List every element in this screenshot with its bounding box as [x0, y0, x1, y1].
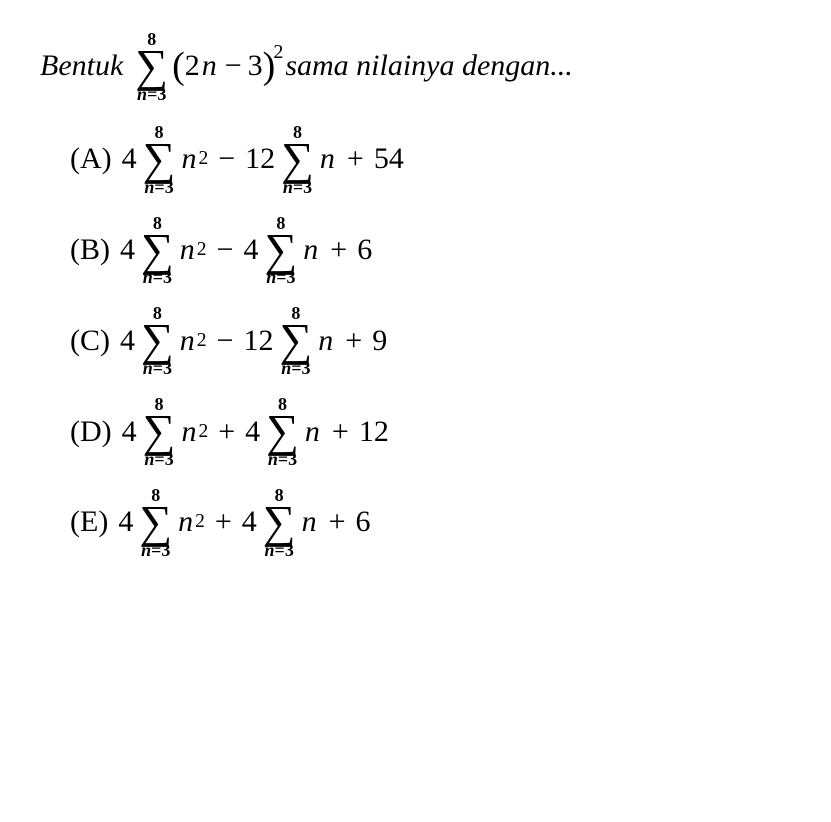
- option-d-sigma2: 8 ∑ n=3: [266, 395, 299, 468]
- option-b: (B) 4 8 ∑ n=3 n2 − 4 8 ∑ n=3 n + 6: [70, 214, 791, 287]
- question-prefix: Bentuk: [40, 49, 123, 83]
- sigma-lower: n=3: [137, 85, 166, 103]
- option-c-sigma2: 8 ∑ n=3: [279, 304, 312, 377]
- option-a-label: (A): [70, 142, 112, 176]
- option-e-sigma1: 8 ∑ n=3: [139, 486, 172, 559]
- option-b-sigma1: 8 ∑ n=3: [141, 214, 174, 287]
- option-c: (C) 4 8 ∑ n=3 n2 − 12 8 ∑ n=3 n + 9: [70, 304, 791, 377]
- option-c-label: (C): [70, 324, 110, 358]
- option-e-label: (E): [70, 505, 108, 539]
- option-b-label: (B): [70, 233, 110, 267]
- option-d-label: (D): [70, 415, 112, 449]
- question-power: 2: [273, 41, 283, 64]
- option-e: (E) 4 8 ∑ n=3 n2 + 4 8 ∑ n=3 n + 6: [70, 486, 791, 559]
- option-a-sigma1: 8 ∑ n=3: [143, 123, 176, 196]
- option-c-sigma1: 8 ∑ n=3: [141, 304, 174, 377]
- option-a: (A) 4 8 ∑ n=3 n2 − 12 8 ∑ n=3 n + 54: [70, 123, 791, 196]
- question-stem: Bentuk 8 ∑ n=3 ( 2n − 3 ) 2 sama nilainy…: [40, 30, 791, 103]
- question-expression: ( 2n − 3 ) 2: [172, 49, 285, 83]
- option-d: (D) 4 8 ∑ n=3 n2 + 4 8 ∑ n=3 n + 12: [70, 395, 791, 468]
- options-list: (A) 4 8 ∑ n=3 n2 − 12 8 ∑ n=3 n + 54 (B)…: [70, 123, 791, 559]
- option-e-sigma2: 8 ∑ n=3: [263, 486, 296, 559]
- sigma-symbol: ∑: [135, 48, 168, 85]
- option-b-sigma2: 8 ∑ n=3: [264, 214, 297, 287]
- option-d-sigma1: 8 ∑ n=3: [143, 395, 176, 468]
- question-suffix: sama nilainya dengan...: [285, 49, 572, 83]
- option-a-sigma2: 8 ∑ n=3: [281, 123, 314, 196]
- question-sigma: 8 ∑ n=3: [135, 30, 168, 103]
